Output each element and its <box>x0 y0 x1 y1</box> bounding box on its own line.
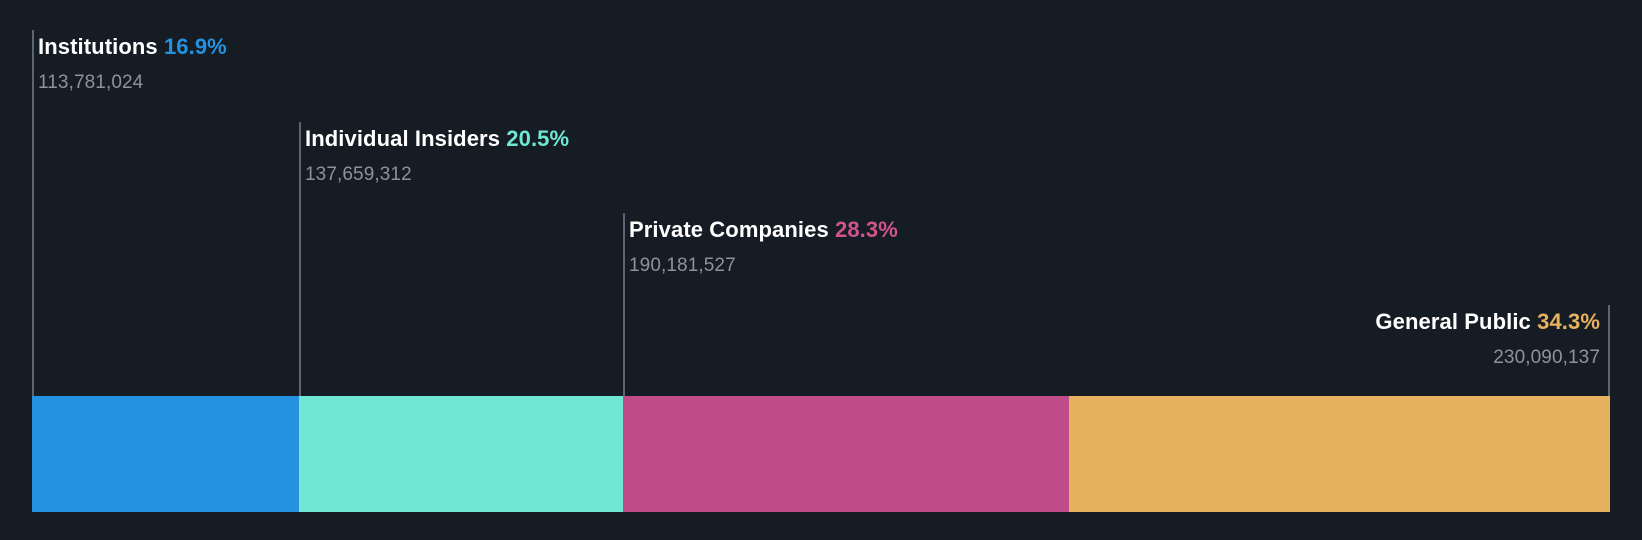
segment-name-general-public: General Public <box>1375 309 1531 334</box>
segment-name-individual-insiders: Individual Insiders <box>305 126 501 151</box>
segment-name-private-companies: Private Companies <box>629 217 829 242</box>
segment-percent-individual-insiders: 20.5% <box>506 126 570 151</box>
segment-title-general-public: General Public 34.3% <box>1375 309 1600 335</box>
segment-title-individual-insiders: Individual Insiders 20.5% <box>305 126 569 152</box>
segment-label-general-public[interactable]: General Public 34.3% 230,090,137 <box>1375 309 1600 370</box>
tick-line-general-public <box>1608 305 1610 396</box>
segment-shares-private-companies: 190,181,527 <box>629 255 736 276</box>
tick-line-private-companies <box>623 213 625 396</box>
segment-name-institutions: Institutions <box>38 34 158 59</box>
segment-shares-general-public: 230,090,137 <box>1493 347 1600 368</box>
bar-segment-individual-insiders[interactable] <box>299 396 623 512</box>
bar-segment-private-companies[interactable] <box>623 396 1069 512</box>
segment-percent-private-companies: 28.3% <box>835 217 898 242</box>
bar-segment-general-public[interactable] <box>1069 396 1610 512</box>
bar-segment-institutions[interactable] <box>32 396 299 512</box>
segment-label-institutions[interactable]: Institutions 16.9% 113,781,024 <box>38 34 227 95</box>
segment-title-institutions: Institutions 16.9% <box>38 34 227 60</box>
stacked-ownership-bar <box>32 396 1610 512</box>
segment-label-private-companies[interactable]: Private Companies 28.3% 190,181,527 <box>629 217 898 278</box>
segment-title-private-companies: Private Companies 28.3% <box>629 217 898 243</box>
tick-line-individual-insiders <box>299 122 301 396</box>
segment-shares-individual-insiders: 137,659,312 <box>305 164 412 185</box>
segment-percent-institutions: 16.9% <box>163 34 227 59</box>
segment-label-individual-insiders[interactable]: Individual Insiders 20.5% 137,659,312 <box>305 126 569 187</box>
tick-line-institutions <box>32 30 34 396</box>
segment-shares-institutions: 113,781,024 <box>38 72 144 93</box>
segment-percent-general-public: 34.3% <box>1537 309 1600 334</box>
